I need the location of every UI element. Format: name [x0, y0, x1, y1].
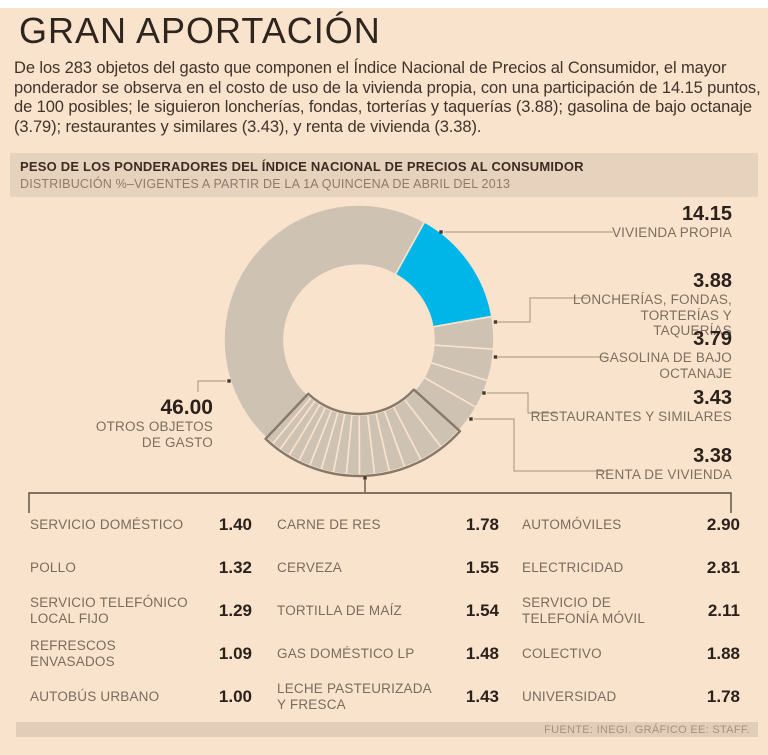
- item-label: AUTOBÚS URBANO: [30, 688, 160, 704]
- top-divider: [0, 0, 768, 8]
- callout-loncherias: 3.88 LONCHERÍAS, FONDAS, TORTERÍAS Y TAQ…: [560, 271, 732, 339]
- chart-header-bar: PESO DE LOS PONDERADORES DEL ÍNDICE NACI…: [10, 153, 758, 197]
- chart-subtitle: DISTRIBUCIÓN %–VIGENTES A PARTIR DE LA 1…: [20, 177, 511, 191]
- leader-line: [474, 418, 607, 472]
- item-label: GAS DOMÉSTICO LP: [277, 645, 415, 661]
- table-column-2: CARNE DE RES 1.78 CERVEZA 1.55 TORTILLA …: [277, 503, 499, 718]
- callout-value: 3.88: [693, 270, 732, 292]
- item-label: SERVICIO DE TELEFONÍA MÓVIL: [522, 595, 646, 626]
- leader-line: [498, 297, 588, 323]
- table-column-3: AUTOMÓVILES 2.90 ELECTRICIDAD 2.81 SERVI…: [522, 503, 740, 718]
- table-row: CARNE DE RES 1.78: [277, 503, 499, 546]
- callout-label: VIVIENDA PROPIA: [611, 225, 732, 240]
- item-label: POLLO: [30, 559, 77, 575]
- table-row: COLECTIVO 1.88: [522, 632, 740, 675]
- item-value: 1.00: [218, 686, 252, 706]
- item-value: 1.88: [706, 643, 740, 663]
- table-row: SERVICIO DE TELEFONÍA MÓVIL 2.11: [522, 589, 740, 632]
- item-value: 2.81: [706, 557, 740, 577]
- item-value: 1.78: [706, 686, 740, 706]
- item-label: ELECTRICIDAD: [522, 559, 624, 575]
- chart-title: PESO DE LOS PONDERADORES DEL ÍNDICE NACI…: [20, 159, 584, 174]
- table-column-1: SERVICIO DOMÉSTICO 1.40 POLLO 1.32 SERVI…: [30, 503, 252, 718]
- table-row: SERVICIO DOMÉSTICO 1.40: [30, 503, 252, 546]
- item-label: TORTILLA DE MAÍZ: [277, 602, 402, 618]
- item-value: 1.48: [465, 643, 499, 663]
- callout-value: 3.79: [693, 328, 732, 350]
- table-row: POLLO 1.32: [30, 546, 252, 589]
- callout-label: LONCHERÍAS, FONDAS, TORTERÍAS Y TAQUERÍA…: [572, 292, 732, 338]
- table-row: AUTOMÓVILES 2.90: [522, 503, 740, 546]
- table-row: CERVEZA 1.55: [277, 546, 499, 589]
- table-row: SERVICIO TELEFÓNICO LOCAL FIJO 1.29: [30, 589, 252, 632]
- leader-line: [197, 380, 226, 392]
- callout-restaurantes: 3.43 RESTAURANTES Y SIMILARES: [531, 388, 732, 425]
- source-bar: FUENTE: INEGI. GRÁFICO EE: STAFF.: [16, 722, 758, 737]
- item-label: AUTOMÓVILES: [522, 516, 622, 532]
- item-value: 1.40: [218, 514, 252, 534]
- leader-dot: [439, 230, 443, 234]
- callout-value: 46.00: [160, 396, 213, 419]
- callout-label: OTROS OBJETOS DE GASTO: [95, 419, 213, 450]
- leader-dot: [493, 355, 498, 359]
- leader-dot: [493, 320, 498, 324]
- table-row: UNIVERSIDAD 1.78: [522, 675, 740, 718]
- item-value: 2.11: [707, 600, 740, 620]
- leader-dot: [469, 417, 473, 421]
- group-outline: [264, 388, 462, 478]
- item-label: SERVICIO DOMÉSTICO: [30, 516, 184, 532]
- callout-value: 3.38: [693, 445, 732, 467]
- table-row: ELECTRICIDAD 2.81: [522, 546, 740, 589]
- item-label: COLECTIVO: [522, 645, 602, 661]
- table-row: REFRESCOS ENVASADOS 1.09: [30, 632, 252, 675]
- table-row: LECHE PASTEURIZADA Y FRESCA 1.43: [277, 675, 499, 718]
- page-title: GRAN APORTACIÓN: [19, 10, 381, 51]
- callout-label: RENTA DE VIVIENDA: [595, 467, 732, 482]
- leader-line: [487, 392, 556, 414]
- item-label: UNIVERSIDAD: [522, 688, 617, 704]
- item-value: 1.32: [218, 557, 252, 577]
- leader-dot: [363, 476, 367, 480]
- table-bracket: [28, 492, 732, 513]
- callout-gasolina: 3.79 GASOLINA DE BAJO OCTANAJE: [597, 329, 732, 381]
- callout-value: 3.43: [693, 387, 732, 409]
- leader-dot: [227, 379, 231, 383]
- item-value: 1.54: [465, 600, 499, 620]
- callout-otros: 46.00 OTROS OBJETOS DE GASTO: [95, 396, 213, 450]
- leader-dot: [482, 391, 486, 395]
- item-value: 2.90: [706, 514, 740, 534]
- item-label: SERVICIO TELEFÓNICO LOCAL FIJO: [30, 595, 188, 626]
- table-row: AUTOBÚS URBANO 1.00: [30, 675, 252, 718]
- item-value: 1.43: [465, 686, 499, 706]
- donut-chart: [28, 204, 732, 513]
- intro-paragraph: De los 283 objetos del gasto que compone…: [14, 59, 761, 136]
- item-value: 1.29: [218, 600, 252, 620]
- item-label: LECHE PASTEURIZADA Y FRESCA: [277, 681, 432, 712]
- callout-label: GASOLINA DE BAJO OCTANAJE: [599, 350, 732, 381]
- item-value: 1.09: [218, 643, 252, 663]
- item-label: CERVEZA: [277, 559, 342, 575]
- callout-value: 14.15: [681, 203, 732, 225]
- donut-segment: [223, 204, 426, 440]
- item-label: CARNE DE RES: [277, 516, 381, 532]
- table-row: TORTILLA DE MAÍZ 1.54: [277, 589, 499, 632]
- source-text: FUENTE: INEGI. GRÁFICO EE: STAFF.: [544, 723, 750, 736]
- callout-renta: 3.38 RENTA DE VIVIENDA: [595, 446, 732, 483]
- item-value: 1.78: [465, 514, 499, 534]
- callout-vivienda-propia: 14.15 VIVIENDA PROPIA: [612, 204, 732, 241]
- callout-label: RESTAURANTES Y SIMILARES: [530, 409, 732, 424]
- table-row: GAS DOMÉSTICO LP 1.48: [277, 632, 499, 675]
- item-label: REFRESCOS ENVASADOS: [30, 638, 116, 669]
- item-value: 1.55: [465, 557, 499, 577]
